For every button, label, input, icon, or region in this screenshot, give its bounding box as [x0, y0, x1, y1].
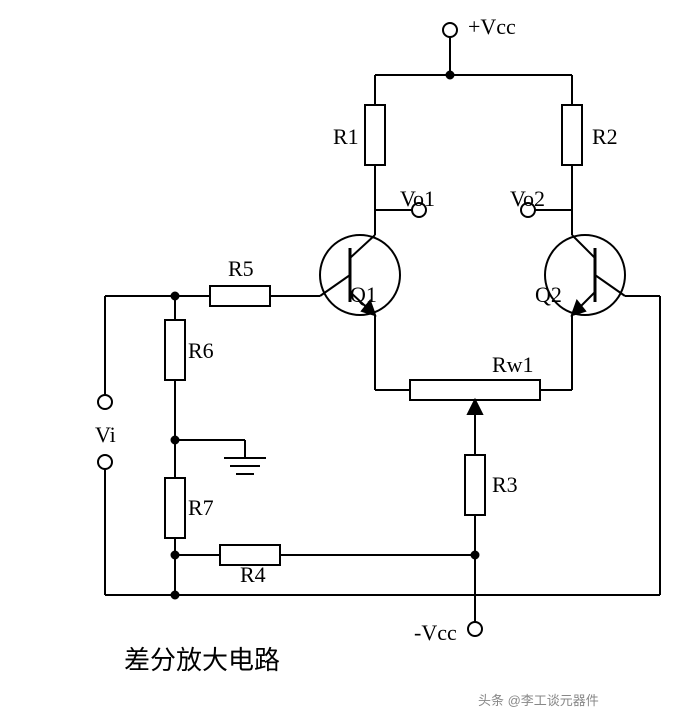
resistor-r5 — [210, 286, 270, 306]
resistor-r7 — [165, 478, 185, 538]
vi-label: Vi — [95, 422, 116, 448]
q2-label: Q2 — [535, 282, 562, 308]
pot-rw1 — [410, 380, 540, 400]
r2-label: R2 — [592, 124, 618, 150]
r6-label: R6 — [188, 338, 214, 364]
vo1-label: Vo1 — [400, 186, 435, 212]
circuit-diagram — [0, 0, 694, 712]
ground-symbol — [224, 458, 266, 474]
r3-label: R3 — [492, 472, 518, 498]
r4-label: R4 — [240, 562, 266, 588]
vi-top-terminal — [98, 395, 112, 409]
q1-label: Q1 — [350, 282, 377, 308]
r5-label: R5 — [228, 256, 254, 282]
vcc-pos-label: +Vcc — [468, 14, 516, 40]
vcc-neg-terminal — [468, 622, 482, 636]
r7-label: R7 — [188, 495, 214, 521]
rw1-label: Rw1 — [492, 352, 534, 378]
watermark: 头条 @李工谈元器件 — [478, 690, 599, 709]
resistor-r3 — [465, 455, 485, 515]
circuit-title: 差分放大电路 — [124, 640, 280, 677]
resistor-r1 — [365, 105, 385, 165]
resistor-r6 — [165, 320, 185, 380]
vcc-neg-label: -Vcc — [414, 620, 457, 646]
vi-bottom-terminal — [98, 455, 112, 469]
vo2-label: Vo2 — [510, 186, 545, 212]
r1-label: R1 — [333, 124, 359, 150]
vcc-pos-terminal — [443, 23, 457, 37]
resistor-r2 — [562, 105, 582, 165]
